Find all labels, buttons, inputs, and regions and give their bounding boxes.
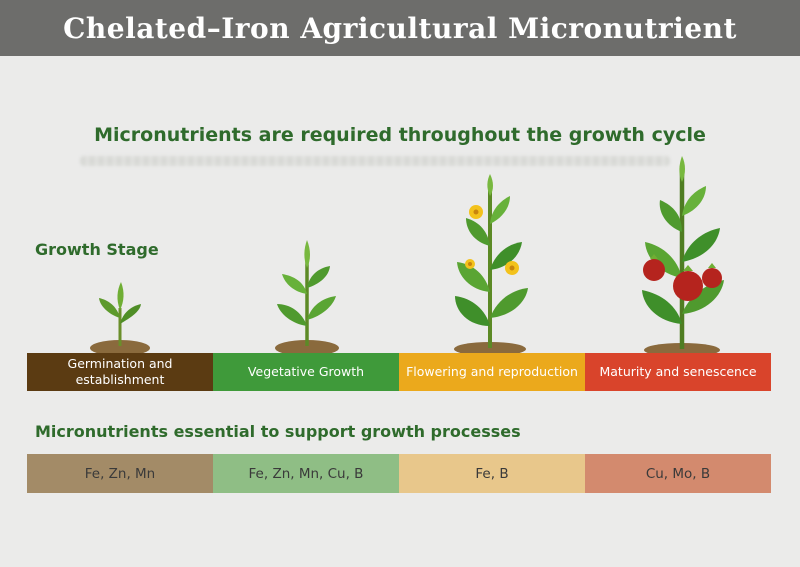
infographic-subtitle: Micronutrients are required throughout t… [94, 124, 706, 146]
young-plant-icon [275, 240, 339, 356]
blurred-text-line [80, 156, 670, 166]
flowering-plant-icon [454, 174, 528, 356]
micronutrients-vegetative: Fe, Zn, Mn, Cu, B [213, 454, 399, 493]
stage-maturity: Maturity and senescence [585, 353, 771, 391]
infographic-panel: Micronutrients are required throughout t… [0, 56, 800, 567]
title-bar: Chelated–Iron Agricultural Micronutrient [0, 0, 800, 56]
micronutrient-row: Fe, Zn, Mn Fe, Zn, Mn, Cu, B Fe, B Cu, M… [27, 454, 771, 493]
stage-germination: Germination and establishment [27, 353, 213, 391]
fruiting-plant-icon [642, 156, 724, 356]
growth-stage-label: Growth Stage [35, 240, 159, 259]
page-title: Chelated–Iron Agricultural Micronutrient [63, 11, 737, 45]
micronutrients-flowering: Fe, B [399, 454, 585, 493]
seedling-icon [90, 282, 150, 356]
stage-vegetative: Vegetative Growth [213, 353, 399, 391]
growth-stage-row: Germination and establishment Vegetative… [27, 353, 771, 391]
plant-illustrations [90, 156, 724, 356]
stage-flowering: Flowering and reproduction [399, 353, 585, 391]
micronutrients-maturity: Cu, Mo, B [585, 454, 771, 493]
micronutrients-label: Micronutrients essential to support grow… [35, 422, 521, 441]
micronutrients-germination: Fe, Zn, Mn [27, 454, 213, 493]
